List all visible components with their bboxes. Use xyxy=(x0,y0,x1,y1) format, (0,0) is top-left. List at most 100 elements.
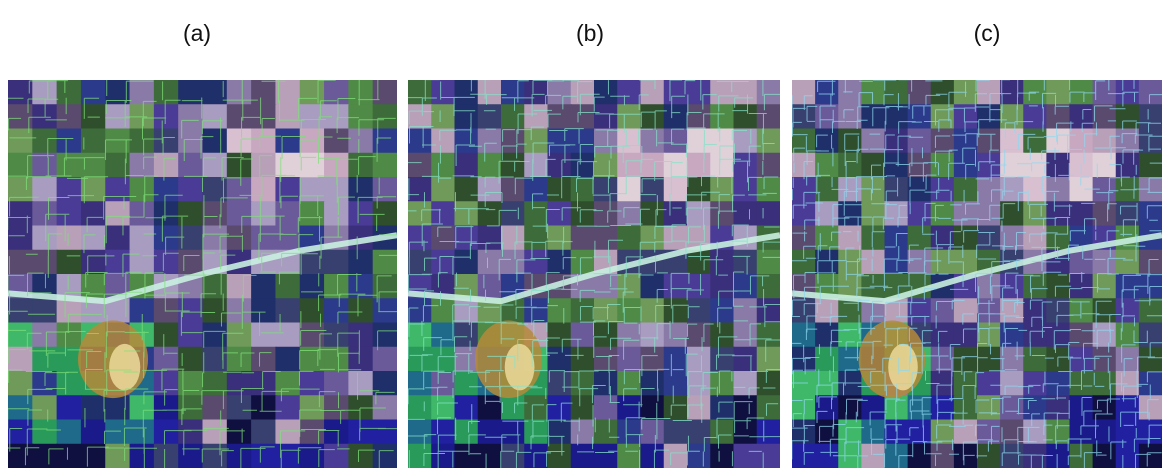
image-region xyxy=(408,420,432,445)
image-region xyxy=(594,201,618,226)
image-region xyxy=(455,371,479,396)
image-region xyxy=(641,298,665,323)
image-region xyxy=(757,298,781,323)
image-region xyxy=(431,226,455,251)
image-region xyxy=(757,371,781,396)
image-region xyxy=(227,420,252,445)
image-region xyxy=(1093,80,1117,105)
image-region xyxy=(1000,177,1024,202)
image-region xyxy=(710,323,734,348)
image-region xyxy=(57,129,82,154)
image-region xyxy=(373,323,398,348)
image-region xyxy=(478,250,502,275)
image-region xyxy=(178,80,203,105)
image-region xyxy=(687,201,711,226)
image-region xyxy=(57,226,82,251)
image-region xyxy=(687,274,711,299)
image-region xyxy=(571,298,595,323)
image-region xyxy=(275,177,300,202)
image-region xyxy=(1000,201,1024,226)
image-region xyxy=(455,226,479,251)
image-region xyxy=(1139,444,1163,468)
image-region xyxy=(178,323,203,348)
image-region xyxy=(130,201,155,226)
image-region xyxy=(251,274,276,299)
image-region xyxy=(687,129,711,154)
image-region xyxy=(373,153,398,178)
image-region xyxy=(571,129,595,154)
image-region xyxy=(1070,347,1094,372)
image-region xyxy=(478,201,502,226)
image-region xyxy=(734,371,758,396)
image-region xyxy=(977,80,1001,105)
image-region xyxy=(617,129,641,154)
image-region xyxy=(757,347,781,372)
image-region xyxy=(300,153,325,178)
image-region xyxy=(81,274,106,299)
image-region xyxy=(227,274,252,299)
image-region xyxy=(408,226,432,251)
image-region xyxy=(641,444,665,468)
image-region xyxy=(641,395,665,420)
image-region xyxy=(478,104,502,129)
image-region xyxy=(408,444,432,468)
image-region xyxy=(478,153,502,178)
image-region xyxy=(664,347,688,372)
image-region xyxy=(300,201,325,226)
image-region xyxy=(757,80,781,105)
image-region xyxy=(251,298,276,323)
image-region xyxy=(734,395,758,420)
image-region xyxy=(373,347,398,372)
image-region xyxy=(734,323,758,348)
image-region xyxy=(1046,129,1070,154)
image-region xyxy=(154,177,179,202)
image-region xyxy=(641,80,665,105)
image-region xyxy=(641,323,665,348)
image-region xyxy=(348,323,373,348)
image-region xyxy=(348,177,373,202)
image-region xyxy=(710,250,734,275)
image-region xyxy=(861,201,885,226)
image-region xyxy=(524,129,548,154)
image-region xyxy=(408,177,432,202)
image-region xyxy=(501,177,525,202)
image-region xyxy=(571,153,595,178)
image-region xyxy=(348,129,373,154)
image-region xyxy=(478,444,502,468)
image-region xyxy=(8,323,33,348)
image-region xyxy=(571,226,595,251)
image-region xyxy=(8,420,33,445)
image-region xyxy=(251,226,276,251)
image-region xyxy=(501,444,525,468)
image-region xyxy=(710,201,734,226)
image-region xyxy=(1093,153,1117,178)
image-region xyxy=(348,298,373,323)
image-region xyxy=(1116,444,1140,468)
image-region xyxy=(373,298,398,323)
image-region xyxy=(548,80,572,105)
image-region xyxy=(594,420,618,445)
image-region xyxy=(815,323,839,348)
image-region xyxy=(57,104,82,129)
image-region xyxy=(977,226,1001,251)
image-region xyxy=(501,201,525,226)
image-region xyxy=(954,444,978,468)
image-region xyxy=(548,250,572,275)
panel-label: (b) xyxy=(576,20,604,46)
image-region xyxy=(1093,420,1117,445)
image-region xyxy=(664,298,688,323)
image-region xyxy=(130,226,155,251)
image-region xyxy=(408,250,432,275)
image-region xyxy=(815,298,839,323)
image-region xyxy=(734,347,758,372)
image-region xyxy=(617,444,641,468)
image-region xyxy=(524,80,548,105)
image-region xyxy=(571,250,595,275)
image-region xyxy=(227,80,252,105)
image-region xyxy=(687,395,711,420)
image-region xyxy=(203,177,228,202)
image-region xyxy=(324,201,349,226)
image-region xyxy=(1046,177,1070,202)
image-region xyxy=(838,250,862,275)
image-region xyxy=(275,444,300,468)
